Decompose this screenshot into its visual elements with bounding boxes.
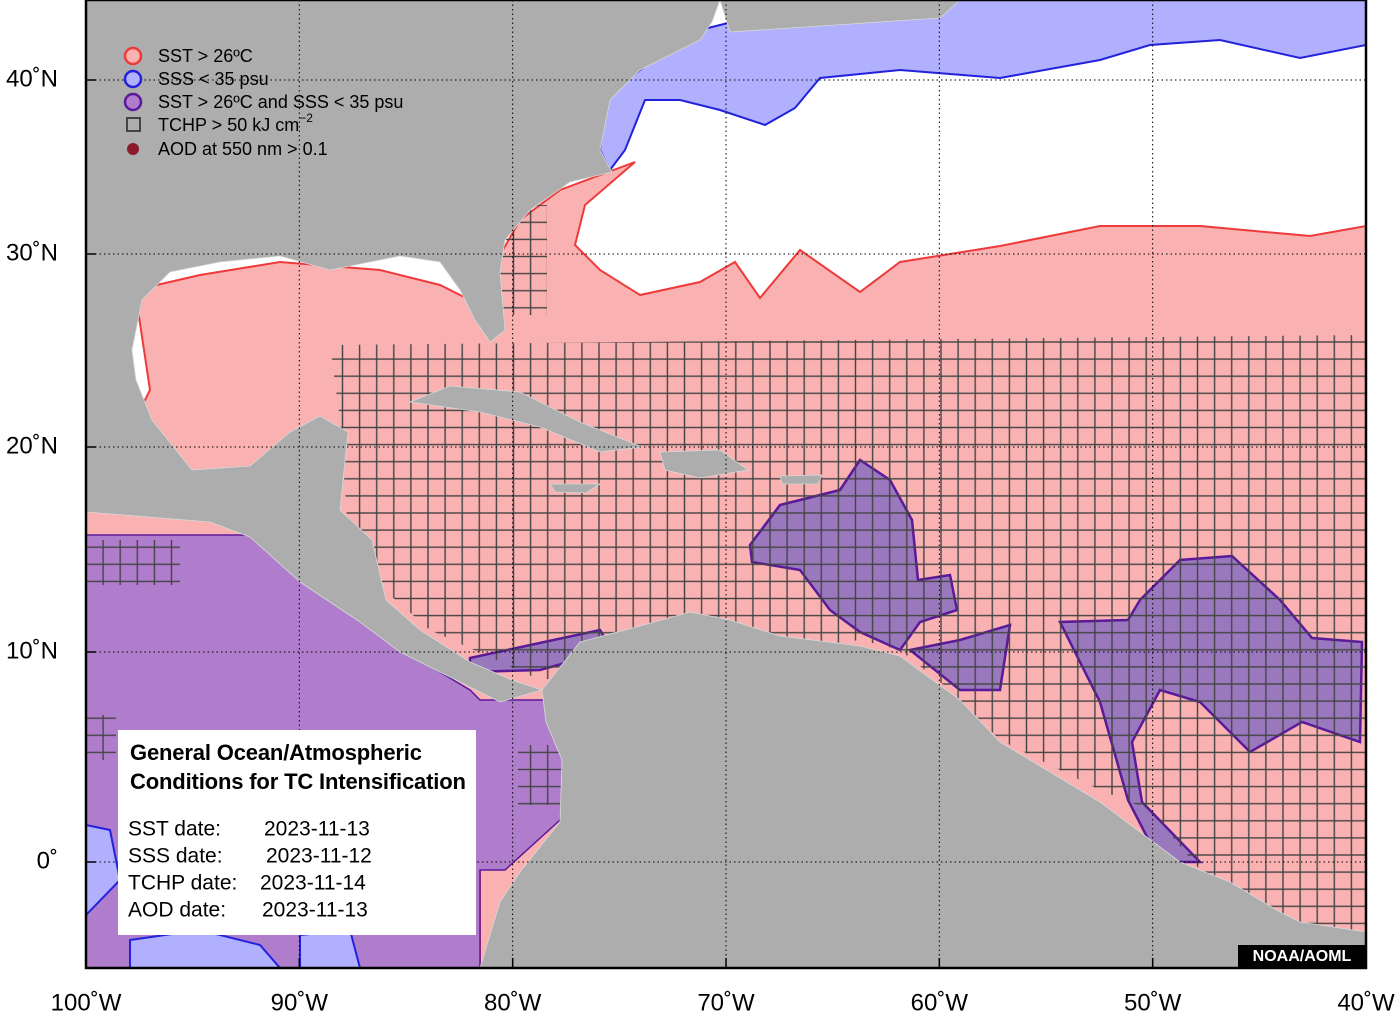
legend-swatch-sst: [123, 46, 143, 66]
legend: SST > 26ºC SSS < 35 psu SST > 26ºC and S…: [123, 46, 403, 159]
legend-swatch-both: [123, 92, 143, 112]
longitude-label: 90˚W: [271, 989, 329, 1016]
longitude-label: 80˚W: [484, 989, 542, 1016]
date-label: SST date:: [128, 818, 221, 841]
latitude-label: 10˚N: [6, 637, 58, 664]
longitude-label: 40˚W: [1337, 989, 1395, 1016]
tchp-region: [86, 540, 180, 585]
map-layers: [86, 0, 1366, 968]
date-label: TCHP date:: [128, 872, 237, 895]
legend-label: TCHP > 50 kJ cm−2: [158, 111, 313, 135]
land: [86, 0, 1366, 968]
legend-label-text: TCHP > 50 kJ cm: [158, 115, 299, 135]
credit: NOAA/AOML: [1253, 948, 1352, 965]
latitude-label: 30˚N: [6, 239, 58, 266]
credit-background: [1238, 945, 1366, 968]
date-value: 2023-11-12: [266, 845, 372, 868]
south-america: [479, 611, 1366, 968]
hispaniola: [659, 449, 750, 479]
date-label: AOD date:: [128, 899, 226, 922]
legend-label: AOD at 550 nm > 0.1: [158, 139, 328, 159]
info-title: General Ocean/Atmospheric: [130, 740, 422, 765]
longitude-label: 100˚W: [51, 989, 122, 1016]
longitude-label: 60˚W: [911, 989, 969, 1016]
info-title: Conditions for TC Intensification: [130, 769, 466, 794]
legend-swatch-sss: [123, 69, 143, 89]
puerto-rico: [779, 474, 823, 485]
info-box-background: [118, 730, 476, 935]
legend-swatch-aod: [127, 143, 139, 155]
legend-label: SST > 26ºC and SSS < 35 psu: [158, 92, 403, 112]
legend-label: SST > 26ºC: [158, 46, 253, 66]
tchp-region: [86, 715, 116, 760]
cuba: [408, 385, 643, 453]
latitude-label: 40˚N: [6, 65, 58, 92]
canada: [719, 0, 961, 33]
jamaica: [549, 483, 602, 494]
map-frame: [84, 0, 1368, 970]
date-label: SSS date:: [128, 845, 223, 868]
legend-superscript: −2: [299, 111, 313, 125]
legend-swatch-tchp: [126, 117, 141, 132]
date-value: 2023-11-14: [260, 872, 366, 895]
longitude-label: 50˚W: [1124, 989, 1182, 1016]
latitude-label: 20˚N: [6, 432, 58, 459]
north-america: [86, 0, 721, 703]
longitude-label: 70˚W: [697, 989, 755, 1016]
info-box: General Ocean/Atmospheric Conditions for…: [118, 730, 476, 935]
date-value: 2023-11-13: [264, 818, 370, 841]
date-value: 2023-11-13: [262, 899, 368, 922]
latitude-label: 0˚: [37, 847, 58, 874]
sss-region-pacific: [299, 928, 362, 968]
legend-label: SSS < 35 psu: [158, 69, 269, 89]
